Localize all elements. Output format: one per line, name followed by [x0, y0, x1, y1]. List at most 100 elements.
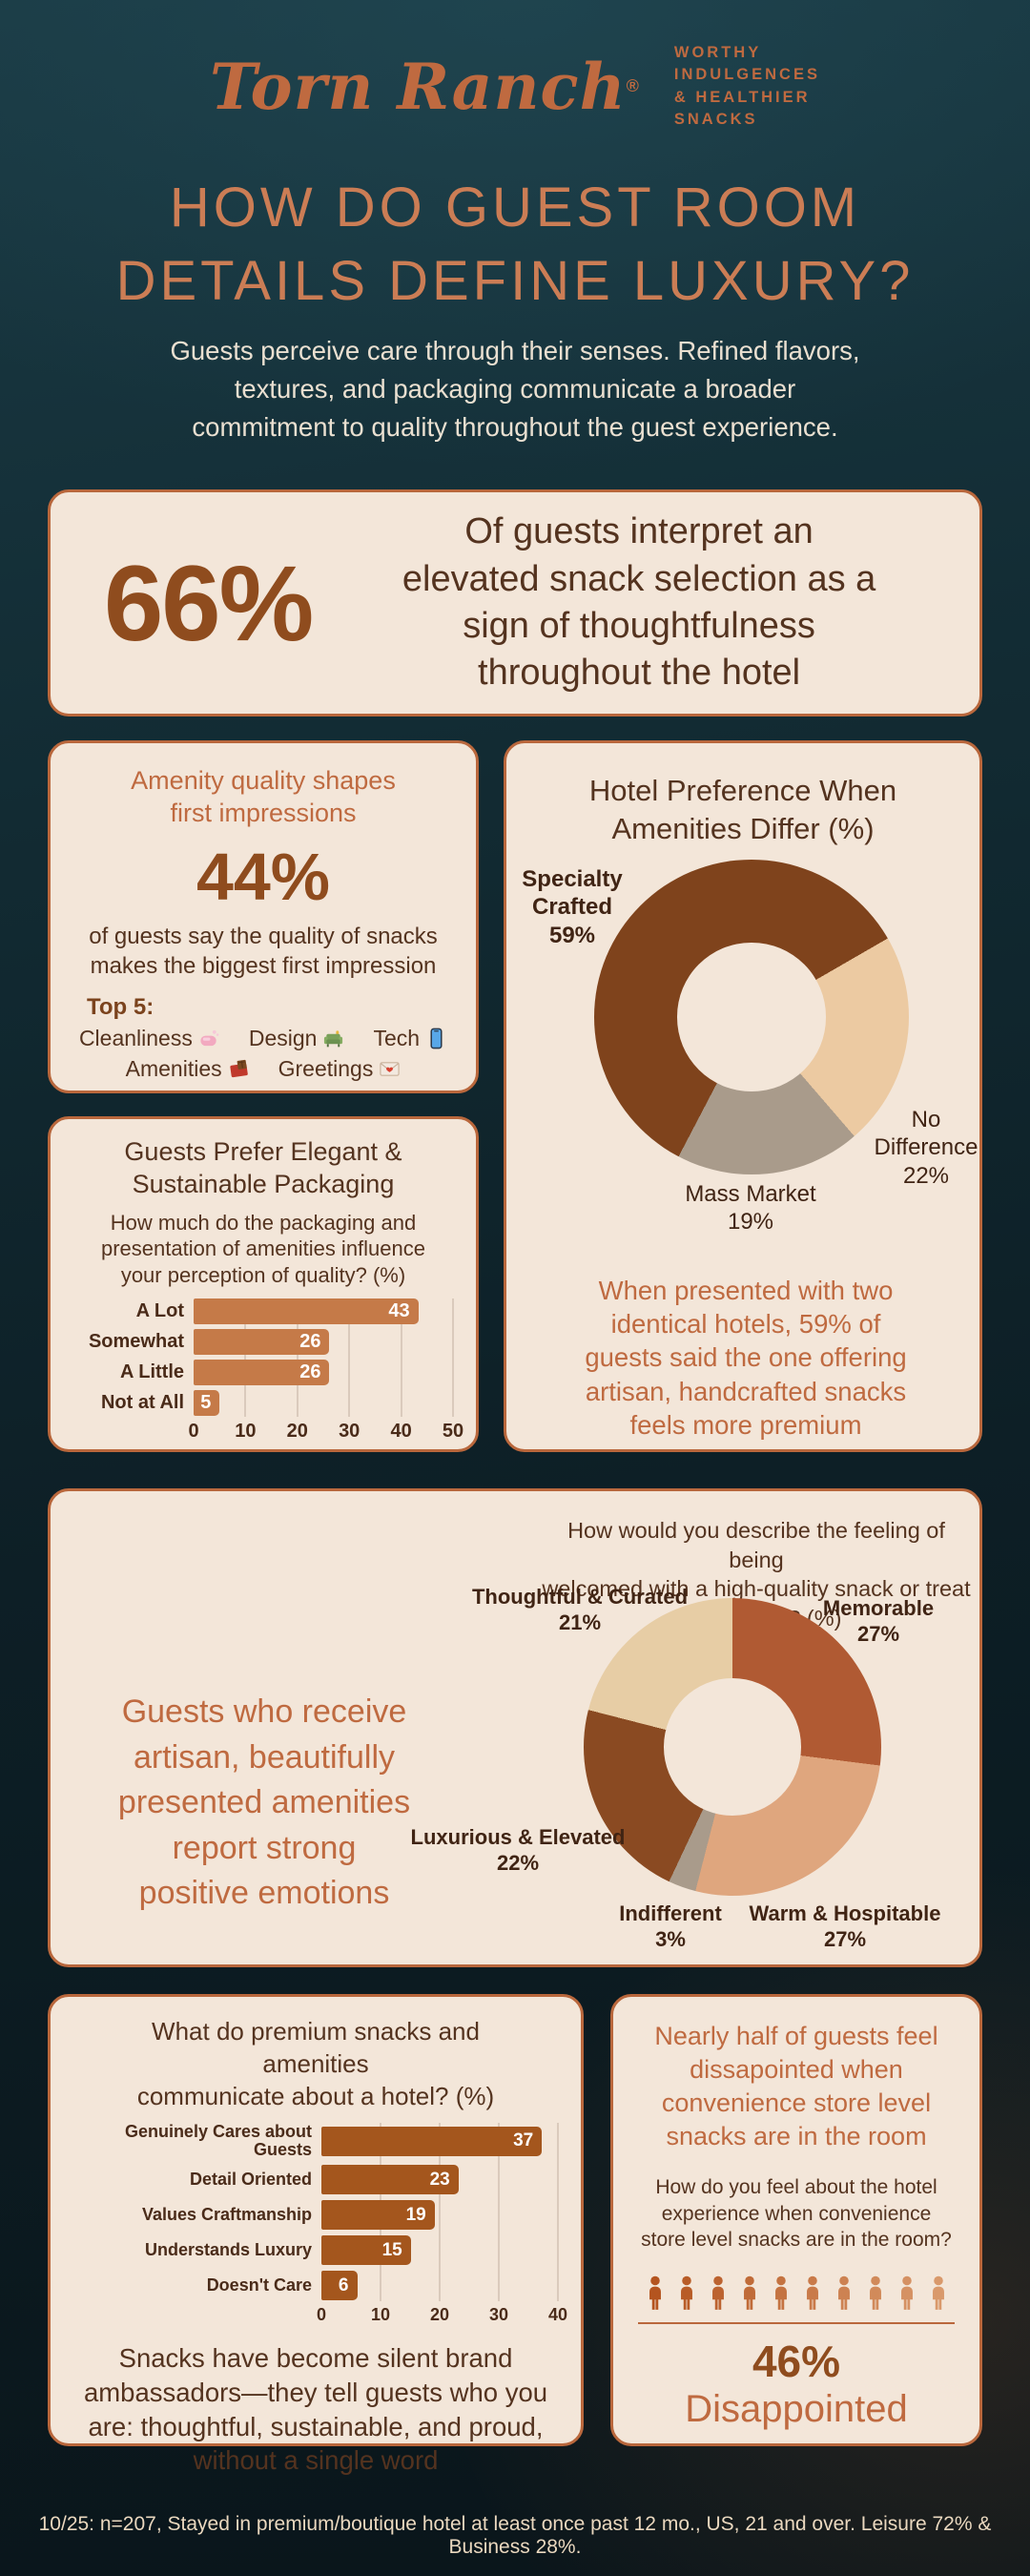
emotions-statement-line: presented amenities [117, 1784, 411, 1821]
logo-text: Torn Ranch [210, 49, 627, 124]
person-icon [649, 2275, 661, 2311]
bar-track: 23 [321, 2165, 560, 2195]
bar-row: A Lot 43 [72, 1298, 455, 1324]
page-title-line: HOW DO GUEST ROOM [169, 177, 861, 239]
axis-tick-label: 40 [547, 2305, 568, 2325]
communicate-card: What do premium snacks and amenities com… [48, 1994, 584, 2475]
bar-track: 15 [321, 2235, 560, 2266]
bar-category-label: Not at All [100, 1392, 184, 1413]
top5-item-label: Cleanliness [78, 1026, 193, 1051]
axis-tick-label: 0 [316, 2305, 327, 2325]
gridline [439, 2123, 441, 2302]
people-pictogram [636, 2275, 957, 2311]
axis-tick-label: 30 [339, 1421, 360, 1442]
preference-note-line: feels more premium [629, 1409, 862, 1440]
person-icon [932, 2275, 944, 2311]
gridline [400, 1298, 402, 1417]
emotions-statement: Guests who receive artisan, beautifully … [94, 1690, 434, 1917]
bar-value-label: 19 [405, 2204, 426, 2225]
love-letter-icon [380, 1062, 401, 1077]
top5-item-label: Amenities [125, 1056, 222, 1082]
person-icon [806, 2275, 818, 2311]
top5-row-2: Amenities Greetings [70, 1056, 457, 1082]
bar-value-label: 37 [513, 2130, 534, 2151]
bar-row: Doesn't Care 6 [72, 2271, 560, 2301]
chart-question-line: presentation of amenities influence [101, 1236, 425, 1260]
slice-label: Mass Market [685, 1181, 816, 1207]
bar-row: Understands Luxury 15 [72, 2235, 560, 2266]
axis-tick-label: 20 [286, 1421, 308, 1442]
stat-66-text-line: throughout the hotel [478, 653, 801, 694]
chart-question-line: your perception of quality? (%) [120, 1262, 406, 1287]
donut-label-indifferent: Indifferent 3% [599, 1901, 742, 1953]
bar-value-label: 23 [429, 2169, 450, 2190]
page-title: HOW DO GUEST ROOM DETAILS DEFINE LUXURY? [0, 172, 1030, 318]
tagline-line: SNACKS [673, 111, 758, 129]
bar: 26 [194, 1329, 330, 1355]
slice-label: Warm & Hospitable [749, 1901, 941, 1925]
disappointed-title-line: Nearly half of guests feel [654, 2022, 938, 2050]
bar-track: 37 [321, 2126, 560, 2156]
preference-note: When presented with two identical hotels… [545, 1274, 947, 1442]
bar-category-label: Understands Luxury [144, 2240, 312, 2260]
person-icon [774, 2275, 787, 2311]
person-icon [837, 2275, 850, 2311]
bar-category-label: Doesn't Care [206, 2275, 312, 2296]
communicate-bar-chart: Genuinely Cares about Guests 37 Detail Ori… [72, 2122, 567, 2330]
disappointed-title-line: snacks are in the room [666, 2122, 927, 2151]
x-axis: 0 10 20 30 40 50 [188, 1421, 464, 1445]
axis-tick-label: 0 [188, 1421, 199, 1442]
tagline-line: INDULGENCES [673, 66, 820, 84]
amenity-text-line: of guests say the quality of snacks [89, 924, 438, 950]
person-icon [743, 2275, 755, 2311]
disappointed-title-line: dissapointed when [690, 2055, 903, 2085]
disappointed-card: Nearly half of guests feel dissapointed … [610, 1994, 982, 2446]
bar-row: A Little 26 [72, 1360, 455, 1385]
bar-category-label: Genuinely Cares about Guests [124, 2122, 312, 2160]
bar: 19 [321, 2200, 435, 2231]
person-icon [711, 2275, 724, 2311]
gridline [452, 1298, 454, 1417]
slice-label: Specialty Crafted [522, 866, 623, 921]
slice-percent: 22% [496, 1850, 540, 1875]
subtitle-line: Guests perceive care through their sense… [170, 336, 860, 365]
subtitle-line: commitment to quality throughout the gue… [192, 411, 838, 442]
donut-label-thoughtful-curated: Thoughtful & Curated 21% [472, 1585, 688, 1636]
bar-track: 19 [321, 2200, 560, 2231]
top5-item-design: Design [249, 1026, 345, 1051]
emotions-statement-line: artisan, beautifully [133, 1738, 396, 1776]
top5-item-amenities: Amenities [126, 1056, 250, 1082]
disappointed-question: How do you feel about the hotel experien… [636, 2174, 957, 2253]
bar-track: 43 [194, 1298, 455, 1324]
person-icon [680, 2275, 692, 2311]
bar: 5 [194, 1390, 220, 1416]
bar-category-label: Detail Oriented [189, 2170, 312, 2190]
stat-66-text-line: sign of thoughtfulness [463, 606, 815, 646]
disappointed-title: Nearly half of guests feel dissapointed … [636, 2020, 957, 2153]
torn-ranch-logo: Torn Ranch® [210, 55, 640, 118]
emotions-statement-line: positive emotions [138, 1875, 390, 1912]
gridline [244, 1298, 247, 1417]
tagline-line: WORTHY [673, 44, 762, 61]
amenity-text-line: makes the biggest first impression [90, 952, 437, 979]
person-icon [900, 2275, 913, 2311]
bar-category-label: A Little [119, 1361, 184, 1382]
top5-label: Top 5: [87, 994, 154, 1021]
donut-label-mass-market: Mass Market 19% [640, 1180, 861, 1236]
bar-row: Not at All 5 [72, 1390, 455, 1416]
bar: 23 [321, 2165, 459, 2195]
axis-tick-label: 20 [429, 2305, 450, 2325]
slice-percent: 19% [727, 1209, 774, 1236]
registered-mark: ® [626, 75, 640, 95]
top5-item-greetings: Greetings [278, 1056, 402, 1082]
bar: 43 [194, 1298, 419, 1324]
tagline-line: & HEALTHIER [673, 88, 811, 106]
bar-value-label: 6 [338, 2275, 349, 2296]
amenity-card-title: Amenity quality shapes first impressions [70, 764, 457, 829]
bar-rows: A Lot 43 Somewhat 26 A Little 26 Not at All 5 [72, 1298, 455, 1416]
couch-icon [324, 1030, 343, 1048]
gridline [557, 2123, 559, 2302]
axis-tick-label: 30 [488, 2305, 509, 2325]
donut-label-specialty-crafted: Specialty Crafted 59% [510, 865, 634, 949]
slice-label: Indifferent [619, 1901, 722, 1925]
